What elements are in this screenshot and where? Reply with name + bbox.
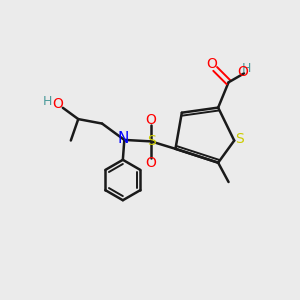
Text: O: O — [206, 57, 217, 70]
Text: O: O — [146, 156, 157, 170]
Text: O: O — [52, 97, 63, 111]
Text: H: H — [242, 61, 251, 75]
Text: N: N — [117, 131, 128, 146]
Text: H: H — [43, 95, 52, 108]
Text: S: S — [147, 134, 155, 148]
Text: O: O — [146, 113, 157, 127]
Text: O: O — [237, 65, 248, 79]
Text: S: S — [235, 132, 244, 146]
